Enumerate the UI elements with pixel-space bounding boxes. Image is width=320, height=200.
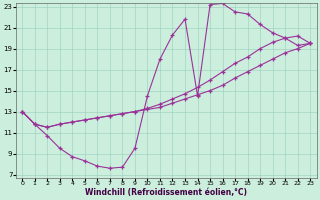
X-axis label: Windchill (Refroidissement éolien,°C): Windchill (Refroidissement éolien,°C): [85, 188, 247, 197]
